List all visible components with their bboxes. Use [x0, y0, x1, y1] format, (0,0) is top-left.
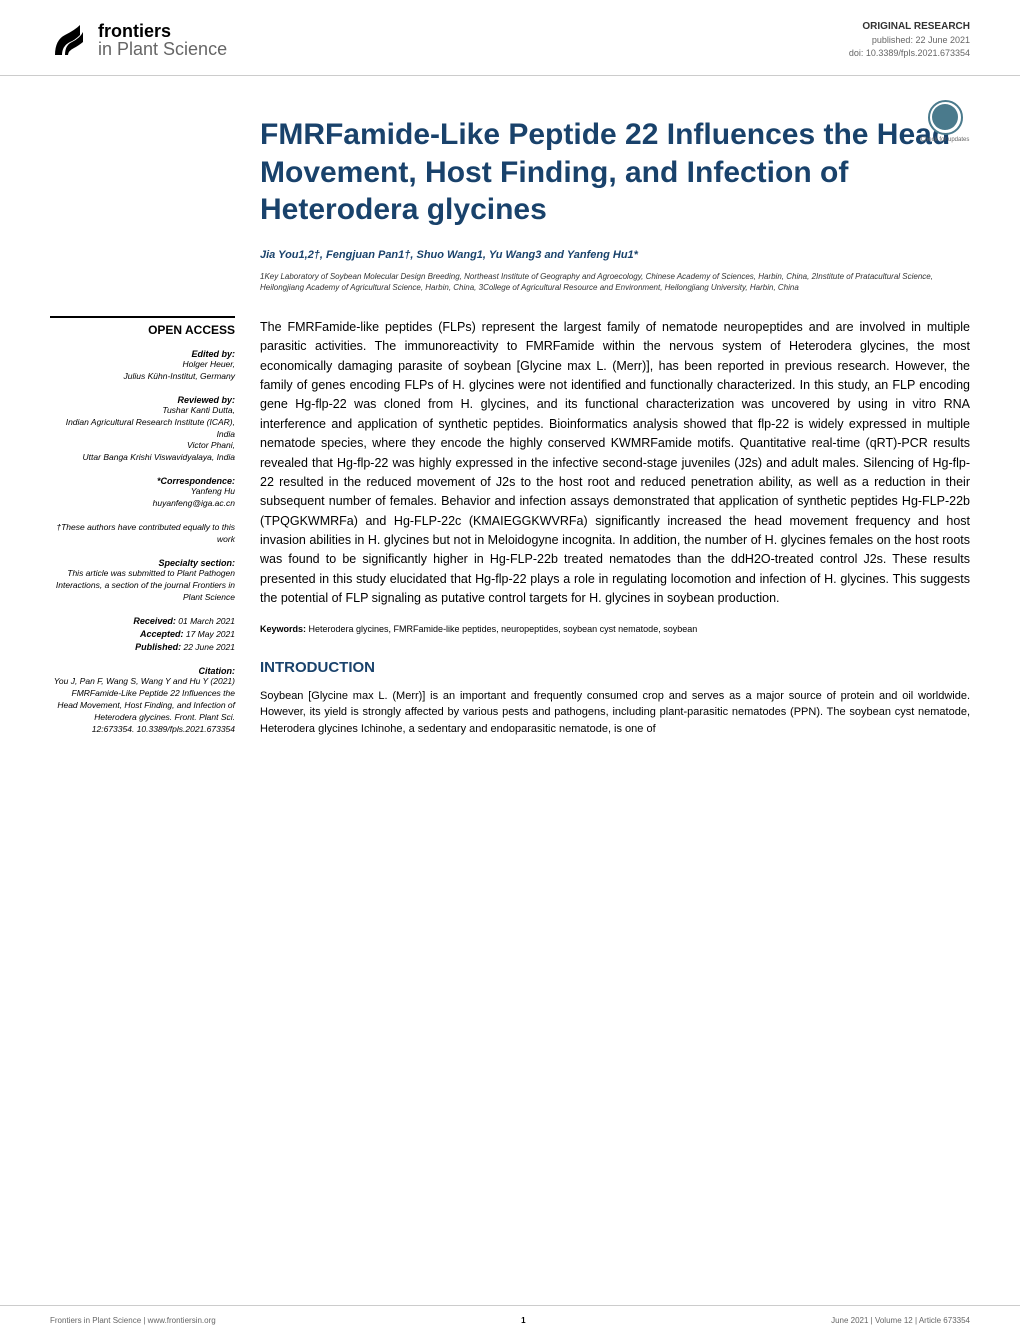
reviewed-by-section: Reviewed by: Tushar Kanti Dutta, Indian …	[50, 395, 235, 464]
journal-logo: frontiers in Plant Science	[50, 20, 227, 60]
edited-by-name: Holger Heuer,	[50, 359, 235, 371]
footer-left: Frontiers in Plant Science | www.frontie…	[50, 1316, 216, 1325]
contrib-note: †These authors have contributed equally …	[50, 522, 235, 546]
footer-right: June 2021 | Volume 12 | Article 673354	[831, 1316, 970, 1325]
reviewer2-name: Victor Phani,	[50, 440, 235, 452]
logo-journal: in Plant Science	[98, 40, 227, 58]
contrib-note-section: †These authors have contributed equally …	[50, 522, 235, 546]
edited-by-label: Edited by:	[50, 349, 235, 359]
keywords-label: Keywords:	[260, 624, 306, 634]
frontiers-logo-icon	[50, 20, 90, 60]
reviewer1-affil: Indian Agricultural Research Institute (…	[50, 417, 235, 441]
page-header: frontiers in Plant Science ORIGINAL RESE…	[0, 0, 1020, 76]
edited-by-section: Edited by: Holger Heuer, Julius Kühn-Ins…	[50, 349, 235, 383]
introduction-text: Soybean [Glycine max L. (Merr)] is an im…	[260, 688, 970, 738]
check-updates-text: Check for updates	[920, 137, 970, 144]
specialty-text: This article was submitted to Plant Path…	[50, 568, 235, 604]
correspondence-email: huyanfeng@iga.ac.cn	[50, 498, 235, 510]
footer-page-number: 1	[521, 1316, 525, 1325]
reviewer2-affil: Uttar Banga Krishi Viswavidyalaya, India	[50, 452, 235, 464]
received-line: Received: 01 March 2021	[50, 615, 235, 628]
sidebar: OPEN ACCESS Edited by: Holger Heuer, Jul…	[50, 116, 260, 748]
published-date: 22 June 2021	[181, 642, 235, 652]
received-label: Received:	[133, 616, 176, 626]
keywords-line: Keywords: Heterodera glycines, FMRFamide…	[260, 624, 970, 634]
article-title: FMRFamide-Like Peptide 22 Influences the…	[260, 116, 970, 229]
open-access-label: OPEN ACCESS	[50, 316, 235, 337]
article-meta: ORIGINAL RESEARCH published: 22 June 202…	[849, 20, 970, 59]
introduction-heading: INTRODUCTION	[260, 659, 970, 676]
citation-label: Citation:	[50, 666, 235, 676]
logo-brand: frontiers	[98, 22, 227, 40]
published-date: published: 22 June 2021	[849, 34, 970, 47]
accepted-label: Accepted:	[140, 629, 184, 639]
accepted-line: Accepted: 17 May 2021	[50, 628, 235, 641]
authors: Jia You1,2†, Fengjuan Pan1†, Shuo Wang1,…	[260, 249, 970, 261]
citation-text: You J, Pan F, Wang S, Wang Y and Hu Y (2…	[50, 676, 235, 735]
page-footer: Frontiers in Plant Science | www.frontie…	[0, 1305, 1020, 1335]
keywords-text: Heterodera glycines, FMRFamide-like pept…	[306, 624, 697, 634]
abstract: The FMRFamide-like peptides (FLPs) repre…	[260, 318, 970, 609]
main-content: OPEN ACCESS Edited by: Holger Heuer, Jul…	[0, 76, 1020, 748]
accepted-date: 17 May 2021	[183, 629, 235, 639]
reviewed-by-label: Reviewed by:	[50, 395, 235, 405]
check-updates-icon	[928, 100, 963, 135]
article-type: ORIGINAL RESEARCH	[849, 20, 970, 34]
specialty-section: Specialty section: This article was subm…	[50, 558, 235, 604]
citation-section: Citation: You J, Pan F, Wang S, Wang Y a…	[50, 666, 235, 735]
received-date: 01 March 2021	[176, 616, 235, 626]
reviewer1-name: Tushar Kanti Dutta,	[50, 405, 235, 417]
published-line: Published: 22 June 2021	[50, 641, 235, 654]
logo-text-container: frontiers in Plant Science	[98, 22, 227, 58]
doi: doi: 10.3389/fpls.2021.673354	[849, 47, 970, 60]
article-body: FMRFamide-Like Peptide 22 Influences the…	[260, 116, 970, 748]
published-label: Published:	[135, 642, 181, 652]
check-updates-badge[interactable]: Check for updates	[920, 100, 970, 144]
correspondence-name: Yanfeng Hu	[50, 486, 235, 498]
edited-by-affil: Julius Kühn-Institut, Germany	[50, 371, 235, 383]
dates-section: Received: 01 March 2021 Accepted: 17 May…	[50, 615, 235, 654]
specialty-label: Specialty section:	[50, 558, 235, 568]
correspondence-section: *Correspondence: Yanfeng Hu huyanfeng@ig…	[50, 476, 235, 510]
correspondence-label: *Correspondence:	[50, 476, 235, 486]
affiliations: 1Key Laboratory of Soybean Molecular Des…	[260, 271, 970, 293]
